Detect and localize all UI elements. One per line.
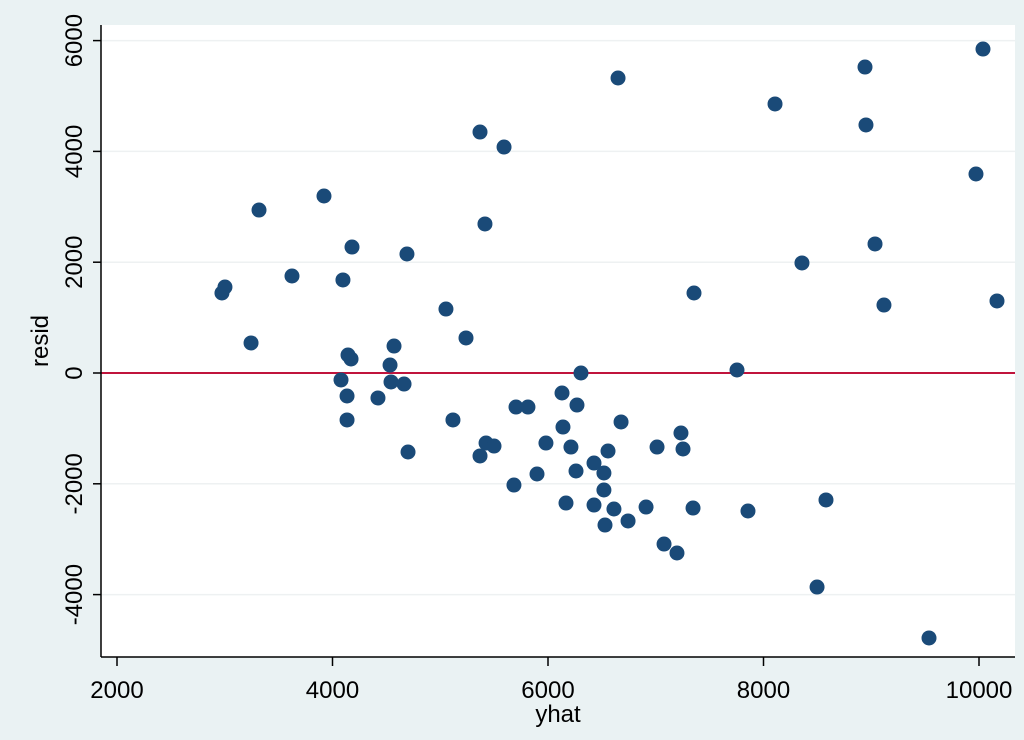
data-point [472,448,488,464]
data-point [794,255,810,271]
data-point [767,96,783,112]
data-point [486,438,502,454]
data-point [989,293,1005,309]
y-tick-label: -2000 [61,453,88,514]
data-point [529,466,545,482]
data-point [339,412,355,428]
data-point [496,139,512,155]
data-point [809,579,825,595]
data-point [538,435,554,451]
data-point [675,441,691,457]
data-point [638,499,654,515]
data-point [968,166,984,182]
data-point [554,385,570,401]
data-point [458,330,474,346]
data-point [251,202,267,218]
data-point [686,285,702,301]
data-point [520,399,536,415]
data-point [586,497,602,513]
data-point [508,399,524,415]
y-tick-label: 0 [61,366,88,379]
data-point [396,376,412,392]
y-axis-ticks: -4000 -2000 0 2000 4000 6000 [61,14,101,625]
data-point [586,455,602,471]
data-point [613,414,629,430]
data-point [335,272,351,288]
data-point [472,124,488,140]
x-tick-label: 2000 [90,677,143,704]
data-point [569,397,585,413]
data-point [383,374,399,390]
plot-area [101,25,1015,657]
data-point [858,117,874,133]
data-point [573,365,589,381]
x-tick-label: 6000 [521,677,574,704]
data-point [876,297,892,313]
data-point [333,372,349,388]
y-tick-label: 4000 [61,125,88,178]
data-point [438,301,454,317]
data-point [673,425,689,441]
data-point [399,246,415,262]
data-point [217,279,233,295]
data-point [400,444,416,460]
data-point [563,439,579,455]
data-point [867,236,883,252]
data-point [600,443,616,459]
data-point [506,477,522,493]
data-point [649,439,665,455]
x-tick-label: 10000 [946,677,1013,704]
data-point [370,390,386,406]
data-point [558,495,574,511]
data-point [316,188,332,204]
data-point [339,388,355,404]
data-points [214,41,1005,646]
y-axis-title: resid [27,315,54,367]
data-point [343,351,359,367]
data-point [477,216,493,232]
x-tick-label: 4000 [306,677,359,704]
data-point [975,41,991,57]
data-point [568,463,584,479]
data-point [445,412,461,428]
x-axis-ticks: 2000 4000 6000 8000 10000 [90,657,1012,704]
data-point [555,419,571,435]
data-point [596,465,612,481]
data-point [921,630,937,646]
y-tick-label: 2000 [61,236,88,289]
data-point [620,513,636,529]
data-point [284,268,300,284]
data-point [606,501,622,517]
data-point [740,503,756,519]
data-point [386,338,402,354]
y-tick-label: -4000 [61,564,88,625]
data-point [344,239,360,255]
data-point [597,517,613,533]
data-point [596,482,612,498]
data-point [669,545,685,561]
data-point [685,500,701,516]
y-gridlines [101,39,1015,596]
data-point [818,492,834,508]
data-point [243,335,259,351]
x-axis-title: yhat [535,701,581,728]
x-tick-label: 8000 [737,677,790,704]
y-tick-label: 6000 [61,14,88,67]
data-point [382,357,398,373]
data-point [857,59,873,75]
data-point [656,536,672,552]
data-point [610,70,626,86]
data-point [729,362,745,378]
